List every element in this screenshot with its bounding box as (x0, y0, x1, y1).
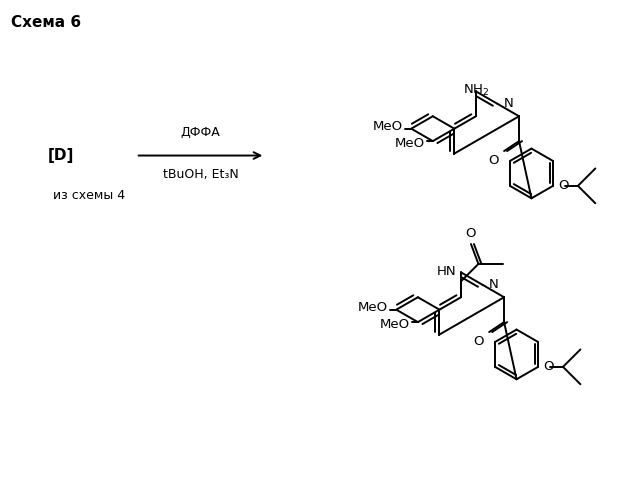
Text: O: O (543, 360, 554, 374)
Text: MeO: MeO (380, 318, 410, 330)
Text: O: O (488, 154, 499, 167)
Text: ДФФА: ДФФА (181, 126, 220, 139)
Text: NH$_2$: NH$_2$ (463, 83, 489, 98)
Text: [D]: [D] (48, 148, 75, 163)
Text: O: O (466, 227, 476, 240)
Text: MeO: MeO (358, 301, 388, 314)
Text: O: O (558, 180, 569, 192)
Text: MeO: MeO (395, 136, 425, 149)
Text: N: N (488, 278, 498, 291)
Text: HN: HN (436, 266, 456, 278)
Text: из схемы 4: из схемы 4 (53, 189, 125, 202)
Text: tBuOH, Et₃N: tBuOH, Et₃N (162, 168, 238, 181)
Text: N: N (503, 98, 514, 110)
Text: MeO: MeO (373, 120, 403, 133)
Text: O: O (473, 335, 484, 348)
Text: Схема 6: Схема 6 (11, 16, 82, 30)
